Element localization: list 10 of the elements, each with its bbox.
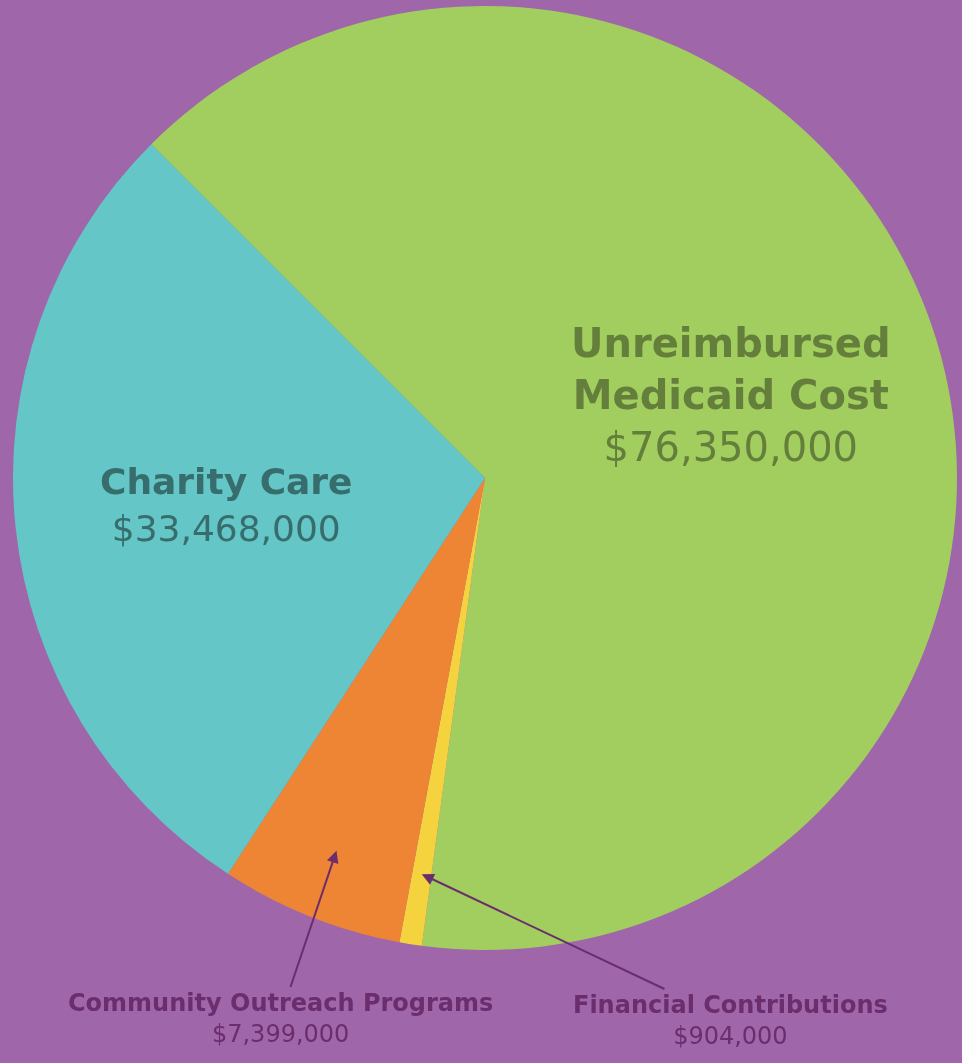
slice-label: Financial Contributions xyxy=(573,991,888,1019)
data-label: $76,350,000 xyxy=(603,424,859,470)
data-label: $33,468,000 xyxy=(111,507,341,549)
slice-label: Unreimbursed Medicaid Cost xyxy=(571,320,891,418)
pie-slice xyxy=(13,144,485,874)
slice-label: Community Outreach Programs xyxy=(68,989,494,1017)
data-label: $7,399,000 xyxy=(211,1020,350,1049)
slice-label: Charity Care xyxy=(100,461,353,502)
data-label: $904,000 xyxy=(673,1022,788,1051)
pie-slice xyxy=(399,478,485,946)
